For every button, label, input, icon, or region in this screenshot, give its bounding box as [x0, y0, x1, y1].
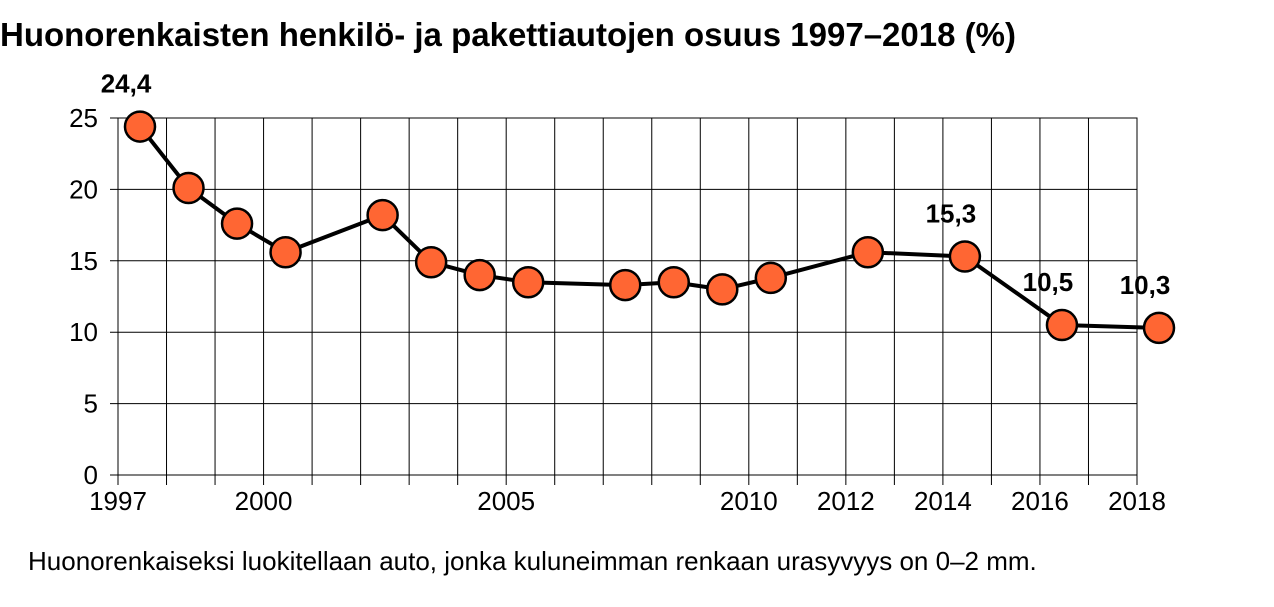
y-tick-label: 25	[69, 103, 98, 133]
x-tick-label: 2010	[720, 486, 778, 516]
x-tick-label: 2000	[235, 486, 293, 516]
data-point	[657, 265, 691, 299]
data-point	[269, 235, 302, 269]
grid	[110, 117, 1138, 485]
data-point	[754, 261, 788, 295]
y-tick-label: 10	[69, 317, 98, 347]
data-points	[123, 110, 1176, 345]
y-tick-label: 5	[84, 389, 98, 419]
data-label: 10,3	[1120, 270, 1171, 300]
plot-border	[117, 117, 1138, 476]
series-polyline	[138, 125, 1160, 330]
y-tick-label: 20	[69, 174, 98, 204]
data-point	[706, 273, 739, 306]
data-label: 24,4	[101, 69, 152, 99]
data-point	[1142, 311, 1176, 345]
data-point	[851, 235, 885, 269]
data-point	[414, 245, 448, 279]
data-point	[220, 207, 254, 240]
axis-tick-labels: 0 5 10 15 20 25 1997 2000 2005 2010 2012 2014 2016 20…	[69, 103, 1166, 516]
x-tick-label: 2012	[817, 486, 875, 516]
y-tick-label: 0	[84, 460, 98, 490]
chart-footnote: Huonorenkaiseksi luokitellaan auto, jonk…	[28, 546, 1037, 576]
data-point	[1045, 308, 1079, 342]
chart-title: Huonorenkaisten henkilö- ja pakettiautoj…	[0, 16, 1016, 53]
data-labels: 24,4 15,3 10,5 10,3	[101, 69, 1171, 300]
data-point	[463, 258, 496, 292]
data-point	[172, 171, 205, 205]
x-tick-label: 2005	[477, 486, 535, 516]
x-tick-label: 2014	[914, 486, 972, 516]
series-line	[138, 125, 1160, 330]
data-point	[948, 240, 982, 273]
data-label: 15,3	[926, 199, 977, 229]
data-point	[123, 110, 157, 143]
x-tick-label: 1997	[89, 486, 147, 516]
y-tick-label: 15	[69, 246, 98, 276]
data-point	[608, 268, 642, 302]
x-tick-label: 2018	[1108, 486, 1166, 516]
data-point	[366, 198, 399, 232]
x-tick-label: 2016	[1011, 486, 1069, 516]
data-point	[511, 265, 545, 299]
data-label: 10,5	[1023, 267, 1074, 297]
